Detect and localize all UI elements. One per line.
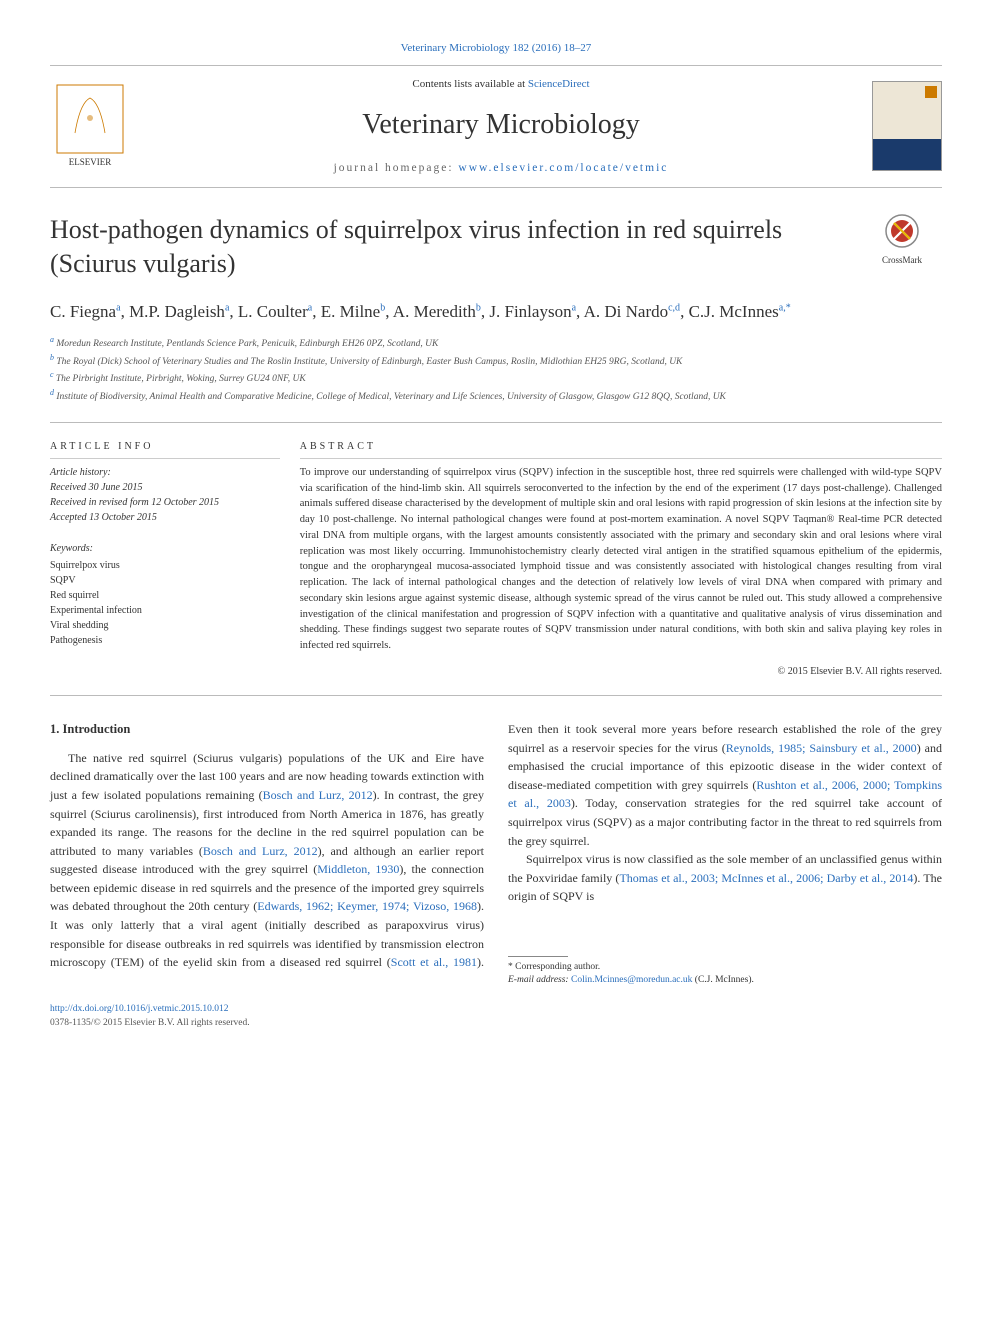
article-info-heading: ARTICLE INFO: [50, 439, 280, 459]
author: L. Coultera: [238, 302, 312, 321]
revised-date: Received in revised form 12 October 2015: [50, 495, 280, 510]
ref-thomas-mcinnes-darby[interactable]: Thomas et al., 2003; McInnes et al., 200…: [619, 871, 913, 885]
author: M.P. Dagleisha: [129, 302, 229, 321]
crossmark-label: CrossMark: [862, 254, 942, 268]
abstract-copyright: © 2015 Elsevier B.V. All rights reserved…: [300, 664, 942, 679]
section-heading-intro: 1. Introduction: [50, 720, 484, 739]
abstract-heading: ABSTRACT: [300, 439, 942, 459]
history-label: Article history:: [50, 465, 280, 480]
affiliation: a Moredun Research Institute, Pentlands …: [50, 334, 942, 351]
ref-middleton-1930[interactable]: Middleton, 1930: [317, 862, 399, 876]
affiliations: a Moredun Research Institute, Pentlands …: [50, 334, 942, 404]
elsevier-logo: ELSEVIER: [50, 81, 130, 171]
abstract: ABSTRACT To improve our understanding of…: [300, 439, 942, 679]
corresponding-author-footnote: * Corresponding author. E-mail address: …: [508, 961, 942, 988]
author: A. Di Nardoc,d: [584, 302, 680, 321]
journal-homepage-link[interactable]: www.elsevier.com/locate/vetmic: [458, 162, 668, 174]
ref-bosch-lurz-2012-b[interactable]: Bosch and Lurz, 2012: [203, 844, 318, 858]
authors-list: C. Fiegnaa, M.P. Dagleisha, L. Coultera,…: [50, 299, 942, 325]
issue-citation[interactable]: Veterinary Microbiology 182 (2016) 18–27: [50, 40, 942, 57]
ref-edwards-keymer-vizoso[interactable]: Edwards, 1962; Keymer, 1974; Vizoso, 196…: [257, 899, 477, 913]
journal-header: ELSEVIER Contents lists available at Sci…: [50, 65, 942, 189]
author: A. Meredithb: [393, 302, 481, 321]
ref-bosch-lurz-2012-a[interactable]: Bosch and Lurz, 2012: [263, 788, 373, 802]
sciencedirect-link[interactable]: ScienceDirect: [528, 78, 590, 90]
issn-copyright: 0378-1135/© 2015 Elsevier B.V. All right…: [50, 1018, 250, 1028]
keyword: Experimental infection: [50, 603, 280, 618]
corr-author-label: * Corresponding author.: [508, 961, 942, 974]
keyword: SQPV: [50, 573, 280, 588]
author: J. Finlaysona: [489, 302, 576, 321]
ref-scott-1981[interactable]: Scott et al., 1981: [391, 955, 477, 969]
article-info: ARTICLE INFO Article history: Received 3…: [50, 439, 300, 679]
homepage-line: journal homepage: www.elsevier.com/locat…: [130, 160, 872, 177]
author: C.J. McInnesa,*: [689, 302, 791, 321]
keywords-list: Squirrelpox virusSQPVRed squirrelExperim…: [50, 558, 280, 648]
keyword: Squirrelpox virus: [50, 558, 280, 573]
crossmark-badge[interactable]: CrossMark: [862, 213, 942, 267]
author: C. Fiegnaa: [50, 302, 121, 321]
keyword: Red squirrel: [50, 588, 280, 603]
accepted-date: Accepted 13 October 2015: [50, 510, 280, 525]
corr-author-name: (C.J. McInnes).: [692, 975, 753, 985]
corr-author-email[interactable]: Colin.Mcinnes@moredun.ac.uk: [571, 975, 692, 985]
received-date: Received 30 June 2015: [50, 480, 280, 495]
email-label: E-mail address:: [508, 975, 571, 985]
journal-name: Veterinary Microbiology: [130, 104, 872, 146]
abstract-text: To improve our understanding of squirrel…: [300, 465, 942, 654]
journal-cover-thumb: [872, 81, 942, 171]
keywords-label: Keywords:: [50, 541, 280, 556]
ref-reynolds-sainsbury[interactable]: Reynolds, 1985; Sainsbury et al., 2000: [726, 741, 917, 755]
intro-paragraph-2: Squirrelpox virus is now classified as t…: [508, 850, 942, 906]
doi-block: http://dx.doi.org/10.1016/j.vetmic.2015.…: [50, 1002, 942, 1031]
affiliation: d Institute of Biodiversity, Animal Heal…: [50, 387, 942, 404]
keyword: Viral shedding: [50, 618, 280, 633]
article-title: Host-pathogen dynamics of squirrelpox vi…: [50, 213, 847, 281]
keyword: Pathogenesis: [50, 633, 280, 648]
affiliation: b The Royal (Dick) School of Veterinary …: [50, 352, 942, 369]
svg-text:ELSEVIER: ELSEVIER: [69, 157, 112, 167]
doi-link[interactable]: http://dx.doi.org/10.1016/j.vetmic.2015.…: [50, 1004, 228, 1014]
body-text: 1. Introduction The native red squirrel …: [50, 720, 942, 988]
footnote-separator: [508, 956, 568, 957]
author: E. Milneb: [321, 302, 386, 321]
affiliation: c The Pirbright Institute, Pirbright, Wo…: [50, 369, 942, 386]
contents-line: Contents lists available at ScienceDirec…: [130, 76, 872, 93]
